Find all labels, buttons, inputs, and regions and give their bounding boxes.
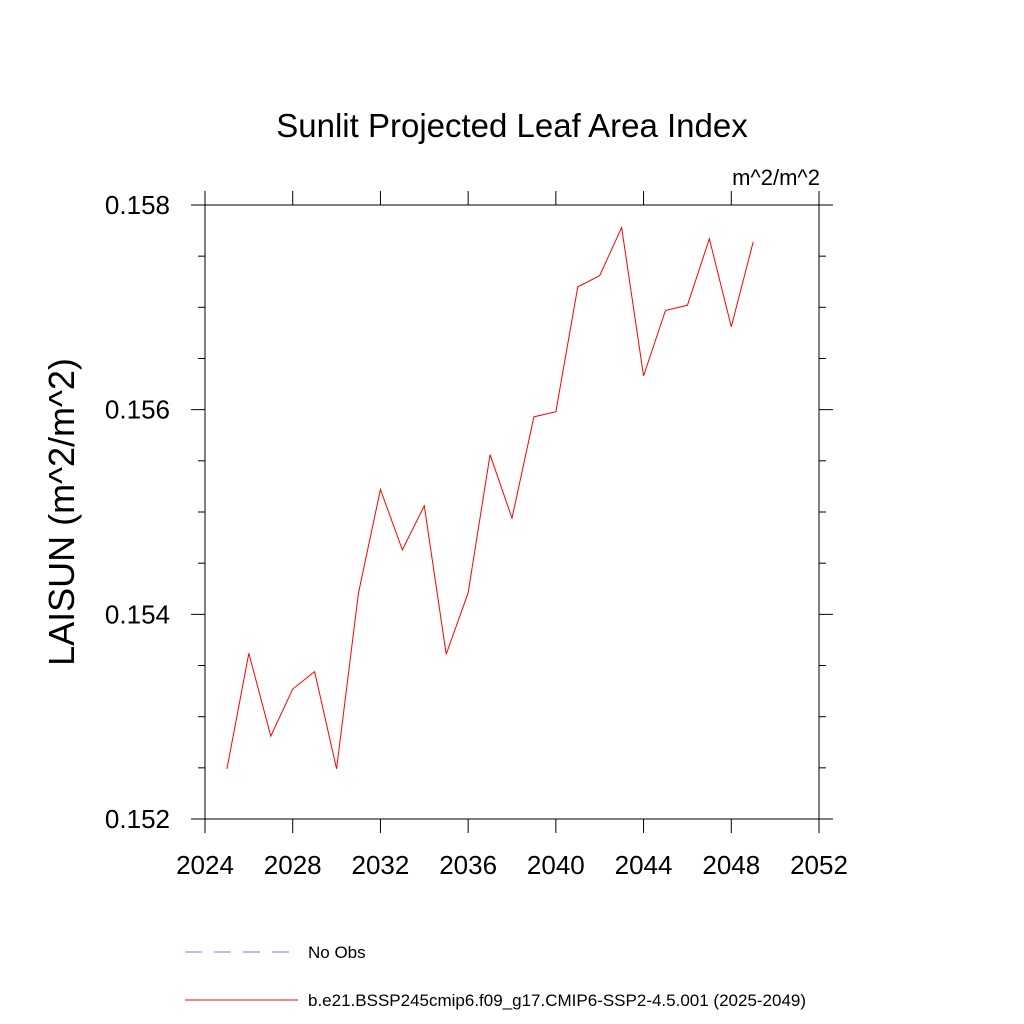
data-point [468, 592, 469, 593]
x-tick-label: 2040 [527, 850, 585, 880]
data-point [402, 549, 403, 550]
legend-label-model-run: b.e21.BSSP245cmip6.f09_g17.CMIP6-SSP2-4.… [308, 991, 806, 1010]
units-label: m^2/m^2 [732, 165, 820, 190]
data-point [446, 654, 447, 655]
data-point [533, 416, 534, 417]
data-point [358, 592, 359, 593]
y-tick-label: 0.156 [105, 395, 170, 425]
x-tick-label: 2024 [176, 850, 234, 880]
data-point [643, 375, 644, 376]
data-point [599, 275, 600, 276]
data-point [621, 227, 622, 228]
data-point [248, 653, 249, 654]
data-point [709, 238, 710, 239]
series-line [226, 225, 754, 769]
plot-frame [204, 204, 820, 820]
y-axis-label: LAISUN (m^2/m^2) [41, 358, 82, 666]
y-tick-label: 0.158 [105, 190, 170, 220]
x-axis-tick-labels: 2024 2028 2032 2036 2040 2044 2048 2052 [176, 850, 848, 880]
x-tick-label: 2032 [352, 850, 410, 880]
data-point [687, 305, 688, 306]
data-point [270, 736, 271, 737]
data-point [489, 454, 490, 455]
data-point [577, 286, 578, 287]
x-tick-label: 2028 [264, 850, 322, 880]
x-axis-ticks [204, 191, 820, 833]
data-point [424, 505, 425, 506]
data-point [336, 768, 337, 769]
data-point [555, 411, 556, 412]
x-tick-label: 2052 [790, 850, 848, 880]
legend-label-no-obs: No Obs [308, 943, 366, 962]
y-tick-label: 0.152 [105, 804, 170, 834]
data-point [511, 518, 512, 519]
data-point [665, 310, 666, 311]
series-layer [226, 225, 754, 769]
data-point [753, 241, 754, 242]
data-point [292, 688, 293, 689]
x-tick-label: 2048 [702, 850, 760, 880]
data-point [380, 489, 381, 490]
chart-title: Sunlit Projected Leaf Area Index [276, 107, 748, 144]
data-point [314, 671, 315, 672]
y-axis-ticks [191, 204, 833, 820]
data-point [226, 768, 227, 769]
x-tick-label: 2044 [615, 850, 673, 880]
x-tick-label: 2036 [439, 850, 497, 880]
data-point [731, 326, 732, 327]
y-axis-tick-labels: 0.152 0.154 0.156 0.158 [105, 190, 170, 834]
legend: No Obs b.e21.BSSP245cmip6.f09_g17.CMIP6-… [185, 943, 806, 1010]
y-tick-label: 0.154 [105, 599, 170, 629]
